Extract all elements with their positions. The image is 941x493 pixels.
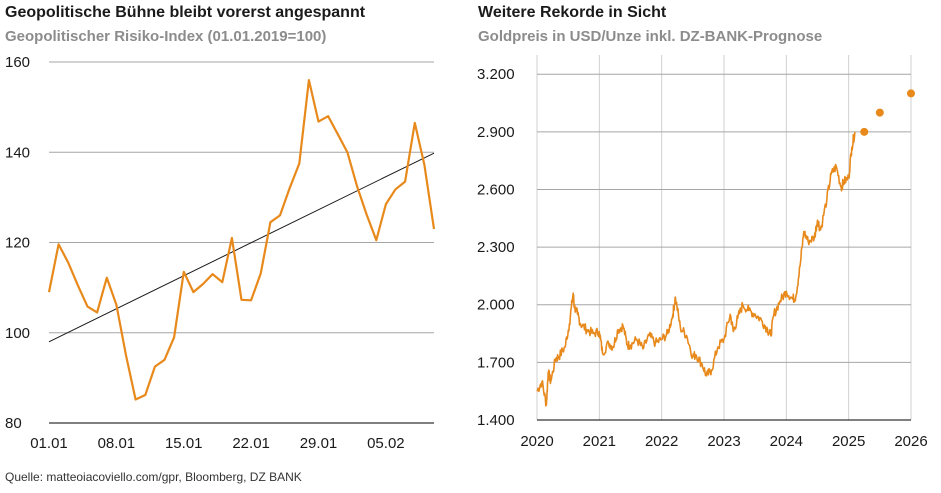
forecast-point xyxy=(907,89,915,98)
right-x-tick-label: 2023 xyxy=(707,433,740,450)
left-y-tick-label: 120 xyxy=(5,235,30,252)
left-y-tick-label: 140 xyxy=(5,144,30,161)
left-x-tick-label: 05.02 xyxy=(367,435,405,452)
right-x-tick-label: 2020 xyxy=(520,433,553,450)
left-y-tick-label: 80 xyxy=(5,415,22,432)
right-x-tick-label: 2022 xyxy=(645,433,678,450)
left-chart-subtitle: Geopolitischer Risiko-Index (01.01.2019=… xyxy=(5,28,327,45)
right-y-tick-label: 2.600 xyxy=(477,181,515,198)
right-y-tick-label: 1.700 xyxy=(477,354,515,371)
source-note: Quelle: matteoiacoviello.com/gpr, Bloomb… xyxy=(5,470,302,484)
right-chart-subtitle: Goldpreis in USD/Unze inkl. DZ-BANK-Prog… xyxy=(478,28,823,45)
right-x-tick-label: 2025 xyxy=(832,433,865,450)
gold-price-line xyxy=(536,131,856,407)
left-x-tick-label: 22.01 xyxy=(232,435,270,452)
right-x-tick-label: 2024 xyxy=(770,433,803,450)
forecast-point xyxy=(860,127,869,136)
trend-line xyxy=(48,152,435,343)
left-chart-title: Geopolitische Bühne bleibt vorerst anges… xyxy=(5,4,366,21)
right-y-tick-label: 2.000 xyxy=(477,297,515,314)
left-x-tick-label: 08.01 xyxy=(98,435,136,452)
left-x-tick-label: 01.01 xyxy=(30,435,68,452)
right-chart-title: Weitere Rekorde in Sicht xyxy=(478,4,667,21)
left-x-tick-label: 29.01 xyxy=(300,435,338,452)
forecast-point xyxy=(875,108,884,117)
risk-index-line xyxy=(47,78,436,401)
right-y-tick-label: 3.200 xyxy=(477,66,515,83)
right-y-tick-label: 1.400 xyxy=(477,412,515,429)
left-y-tick-label: 100 xyxy=(5,325,30,342)
right-y-tick-label: 2.300 xyxy=(477,239,515,256)
left-x-tick-label: 15.01 xyxy=(165,435,203,452)
left-y-tick-label: 160 xyxy=(5,54,30,71)
right-x-tick-label: 2021 xyxy=(583,433,616,450)
right-x-tick-label: 2026 xyxy=(894,433,927,450)
right-y-tick-label: 2.900 xyxy=(477,124,515,141)
